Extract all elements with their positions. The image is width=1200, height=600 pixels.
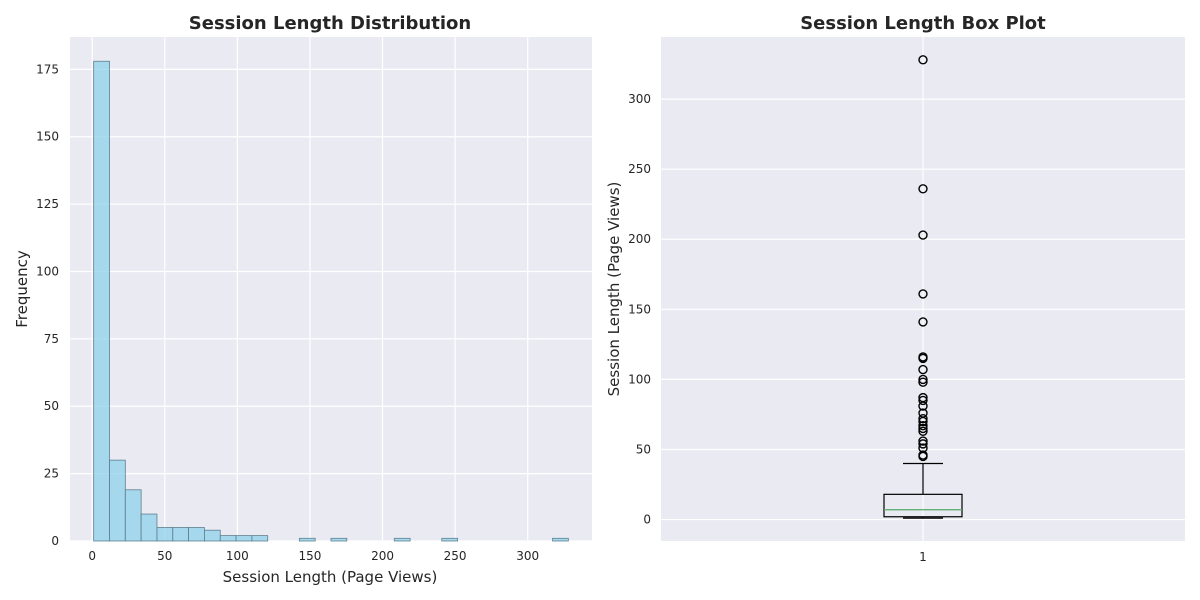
boxplot-x-ticks: 1 — [919, 550, 927, 564]
histogram-bar — [188, 527, 205, 542]
boxplot-x-tick-label: 1 — [919, 550, 927, 564]
boxplot-y-axis-label: Session Length (Page Views) — [605, 182, 623, 397]
boxplot-outlier-point — [918, 230, 928, 240]
histogram-title: Session Length Distribution — [189, 13, 471, 34]
boxplot-gridlines — [661, 37, 1185, 541]
boxplot-marks — [883, 55, 963, 519]
histogram-bar — [172, 527, 189, 542]
boxplot-outlier-point — [918, 184, 928, 194]
histogram-bar — [330, 537, 348, 542]
boxplot-y-tick-label: 100 — [628, 372, 651, 386]
histogram-x-tick-label: 200 — [371, 549, 394, 563]
boxplot-y-tick-label: 0 — [643, 513, 651, 527]
histogram-y-ticks: 0 25 50 75 100 125 150 175 — [36, 62, 59, 548]
boxplot-outlier-point — [918, 436, 928, 446]
histogram-plot-area — [70, 37, 592, 541]
boxplot-outlier-point — [918, 416, 928, 427]
boxplot-panel: 0 50 100 150 200 250 300 1 Session Length Box … — [605, 13, 1185, 564]
histogram-y-tick-label: 175 — [36, 62, 59, 76]
boxplot-y-tick-label: 200 — [628, 232, 651, 246]
boxplot-outlier-point — [918, 289, 928, 299]
histogram-bar — [235, 535, 253, 542]
histogram-bars — [93, 60, 569, 542]
histogram-x-tick-label: 50 — [157, 549, 172, 563]
boxplot-outlier-point — [918, 420, 928, 431]
histogram-bar — [109, 459, 126, 542]
boxplot-outlier-point — [918, 353, 928, 364]
histogram-y-tick-label: 0 — [51, 534, 59, 548]
histogram-x-axis-label: Session Length (Page Views) — [223, 568, 438, 586]
histogram-bar — [124, 489, 142, 542]
boxplot-y-tick-label: 300 — [628, 92, 651, 106]
histogram-panel: 0 50 100 150 200 250 300 0 25 50 75 100 125 150 175 S… — [13, 13, 592, 586]
boxplot-outlier-point — [918, 401, 928, 411]
histogram-y-tick-label: 75 — [44, 332, 59, 346]
histogram-x-tick-label: 150 — [298, 549, 321, 563]
boxplot-title: Session Length Box Plot — [800, 13, 1046, 34]
boxplot-outlier-point — [918, 423, 928, 434]
histogram-x-tick-label: 250 — [444, 549, 467, 563]
histogram-y-tick-label: 25 — [44, 467, 59, 481]
histogram-y-tick-label: 50 — [44, 399, 59, 413]
histogram-y-tick-label: 125 — [36, 197, 59, 211]
boxplot-y-tick-label: 250 — [628, 162, 651, 176]
boxplot-outlier-point — [918, 395, 928, 406]
histogram-y-tick-label: 100 — [36, 264, 59, 278]
boxplot-y-tick-label: 50 — [636, 442, 651, 456]
histogram-bar — [140, 513, 158, 542]
boxplot-outlier-point — [918, 451, 928, 462]
histogram-y-tick-label: 150 — [36, 130, 59, 144]
boxplot-outlier-point — [918, 413, 928, 424]
histogram-y-axis-label: Frequency — [13, 250, 31, 328]
histogram-gridlines — [70, 37, 592, 542]
boxplot-outlier-point — [918, 55, 928, 65]
boxplot-outlier-point — [918, 426, 928, 436]
histogram-bar — [251, 535, 269, 542]
histogram-bar — [156, 527, 174, 542]
histogram-bar — [441, 537, 458, 542]
boxplot-outlier-point — [918, 377, 928, 387]
boxplot-outlier-point — [918, 317, 928, 327]
boxplot-y-tick-label: 150 — [628, 302, 651, 316]
boxplot-y-ticks: 0 50 100 150 200 250 300 — [628, 92, 651, 526]
histogram-bar — [298, 537, 316, 542]
histogram-bar — [219, 535, 237, 542]
boxplot-outlier-point — [918, 439, 928, 449]
histogram-bar — [393, 537, 411, 542]
boxplot-outlier-point — [918, 374, 928, 385]
boxplot-box — [883, 493, 963, 518]
histogram-x-tick-label: 100 — [226, 549, 249, 563]
boxplot-outlier-point — [918, 364, 928, 375]
histogram-bar — [204, 529, 221, 542]
histogram-x-ticks: 0 50 100 150 200 250 300 — [88, 549, 539, 563]
histogram-x-tick-label: 300 — [516, 549, 539, 563]
histogram-x-tick-label: 0 — [88, 549, 96, 563]
histogram-bar — [93, 60, 110, 542]
histogram-bar — [552, 537, 569, 542]
